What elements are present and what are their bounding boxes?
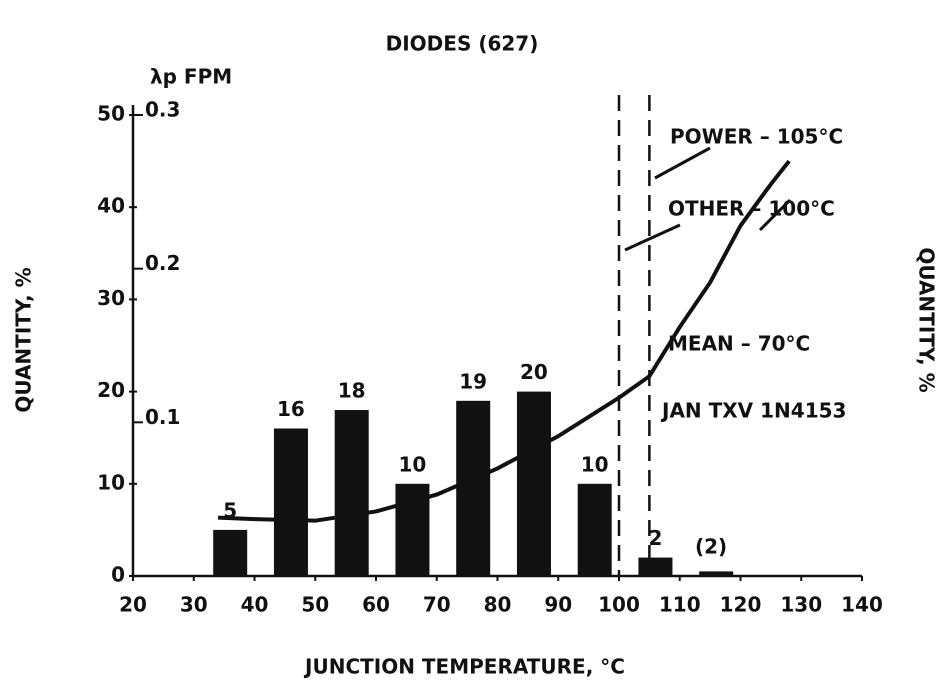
y-tick-label: 20 [97, 378, 125, 402]
right-axis-label: QUANTITY, % [915, 247, 939, 392]
x-tick-label: 30 [180, 593, 208, 617]
y-axis-label: QUANTITY, % [12, 267, 36, 412]
bar [638, 557, 673, 576]
x-tick-label: 110 [659, 593, 701, 617]
bar [334, 410, 369, 576]
x-tick-label: 20 [119, 593, 147, 617]
y2-axis-label: λp FPM [150, 65, 232, 89]
x-tick-label: 50 [301, 593, 329, 617]
bar-value-label: 16 [277, 397, 305, 421]
x-tick-label: 60 [362, 593, 390, 617]
arrow [624, 223, 681, 252]
arrow [654, 146, 711, 180]
bar [577, 483, 612, 576]
failure-rate-curve [217, 159, 791, 523]
bar [213, 529, 248, 576]
x-tick-label: 80 [484, 593, 512, 617]
x-tick-label: 70 [423, 593, 451, 617]
y-tick-label: 10 [97, 470, 125, 494]
x-axis-label: JUNCTION TEMPERATURE, °C [303, 655, 625, 679]
y-tick-label: 40 [97, 194, 125, 218]
bar-value-label: 18 [338, 379, 366, 403]
annotation: (2) [695, 535, 727, 559]
x-tick-label: 120 [720, 593, 762, 617]
y-tick-label: 50 [97, 102, 125, 126]
bar [456, 400, 491, 576]
bar [699, 571, 734, 576]
x-tick-label: 40 [241, 593, 269, 617]
annotation: POWER – 105°C [670, 125, 843, 149]
x-tick-label: 130 [780, 593, 822, 617]
chart-title: DIODES (627) [386, 32, 539, 56]
arrow [758, 198, 792, 232]
x-tick-label: 90 [544, 593, 572, 617]
bar-value-label: 19 [459, 369, 487, 393]
bar-value-label: 2 [648, 526, 662, 550]
bar-value-label: 10 [399, 452, 427, 476]
bar [273, 428, 308, 576]
annotation: OTHER – 100°C [668, 197, 835, 221]
y2-tick-label: 0.1 [145, 405, 180, 429]
y2-tick-label: 0.2 [145, 251, 180, 275]
bar-value-label: 10 [581, 452, 609, 476]
y2-tick-label: 0.3 [145, 98, 180, 122]
annotation: MEAN – 70°C [668, 332, 810, 356]
y-tick-label: 0 [111, 563, 125, 587]
x-tick-label: 140 [841, 593, 883, 617]
bar-value-label: 20 [520, 360, 548, 384]
annotation: JAN TXV 1N4153 [660, 399, 846, 423]
x-tick-label: 100 [598, 593, 640, 617]
y-tick-label: 30 [97, 286, 125, 310]
bar [516, 391, 551, 576]
